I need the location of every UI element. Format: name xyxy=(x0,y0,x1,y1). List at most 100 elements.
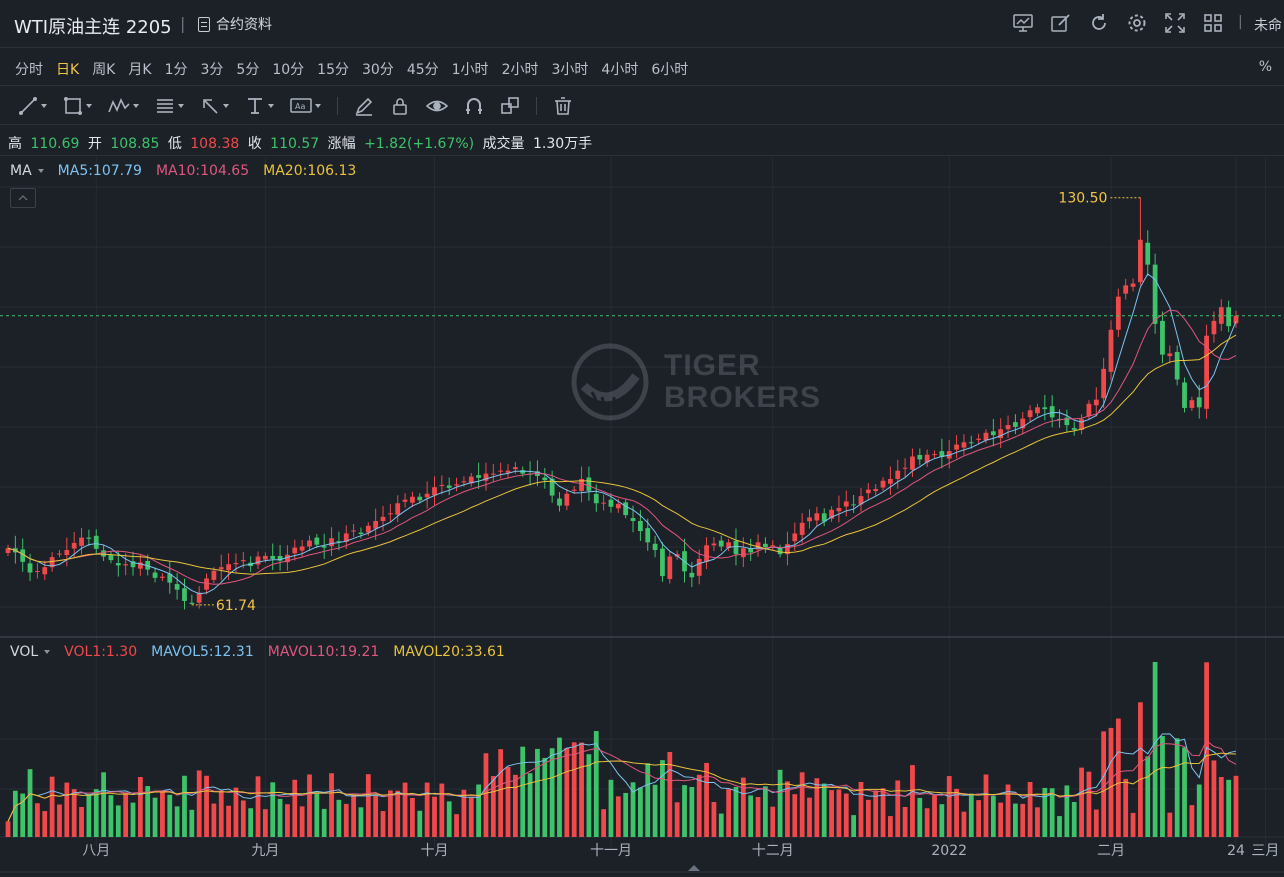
volume-bar xyxy=(1071,802,1077,837)
candle-body xyxy=(1013,422,1018,427)
candle-body xyxy=(1138,239,1143,283)
candle-body xyxy=(1086,403,1092,417)
period-tab[interactable]: 10分 xyxy=(272,62,305,78)
volume-bar xyxy=(711,802,717,837)
candle-body xyxy=(704,545,709,562)
candle-body xyxy=(307,540,312,547)
volume-bar xyxy=(932,795,937,837)
line-tool-icon[interactable] xyxy=(18,95,47,117)
eye-icon[interactable] xyxy=(426,95,448,117)
volume-bar xyxy=(211,803,217,837)
edit-icon[interactable] xyxy=(1050,12,1072,34)
period-tab[interactable]: 1小时 xyxy=(451,62,489,78)
vol-indicator-selector[interactable]: VOL xyxy=(10,644,51,660)
layout-name[interactable]: 未命 xyxy=(1254,18,1282,34)
period-tab[interactable]: 3分 xyxy=(200,62,224,78)
candle-body xyxy=(586,477,592,491)
candle-body xyxy=(1049,406,1055,418)
period-tab[interactable]: 周K xyxy=(92,62,116,78)
volume-bar xyxy=(446,801,452,837)
text-tool-icon[interactable] xyxy=(245,95,274,117)
volume-bar xyxy=(490,776,496,837)
fullscreen-icon[interactable] xyxy=(1164,12,1186,34)
candle-body xyxy=(807,517,812,522)
volume-bar xyxy=(1226,779,1232,837)
collapse-button[interactable] xyxy=(10,188,36,208)
candle-body xyxy=(814,513,820,521)
candle-body xyxy=(902,467,908,469)
candle-body xyxy=(35,571,40,573)
copy-icon[interactable] xyxy=(500,95,520,117)
candle-body xyxy=(299,546,305,551)
ma20-value: MA20:106.13 xyxy=(263,163,357,179)
volume-bar xyxy=(652,784,658,837)
candle-body xyxy=(49,557,55,568)
volume-bar xyxy=(292,779,298,837)
pen-icon[interactable] xyxy=(354,95,374,117)
lock-icon[interactable] xyxy=(390,95,410,117)
refresh-icon[interactable] xyxy=(1088,12,1110,34)
candle-body xyxy=(571,489,577,491)
volume-bar xyxy=(623,792,629,837)
settings-icon[interactable] xyxy=(1126,12,1148,34)
volume-bar xyxy=(792,794,798,837)
period-tab[interactable]: 2小时 xyxy=(501,62,539,78)
volume-bar xyxy=(917,797,923,837)
title-right-separator: | xyxy=(1238,14,1243,30)
candle-body xyxy=(593,493,599,504)
candle-body xyxy=(240,560,246,562)
period-tab[interactable]: 45分 xyxy=(406,62,439,78)
volume-bar xyxy=(248,808,254,837)
candle-body xyxy=(733,540,739,555)
trash-icon[interactable] xyxy=(553,95,573,117)
chart-area[interactable]: 130.50 61.74 八月 九月 十月 十一月 十二月 2022 二月 三月 24 TIGER … xyxy=(0,157,1284,877)
period-tab[interactable]: 15分 xyxy=(317,62,349,78)
volume-bar xyxy=(314,792,320,837)
chart-icon[interactable] xyxy=(1012,12,1034,34)
candle-body xyxy=(1160,320,1165,355)
contract-info-button[interactable]: 合约资料 xyxy=(198,14,272,34)
grid-icon[interactable] xyxy=(1202,12,1224,34)
candle-body xyxy=(792,533,798,542)
contract-info-label: 合约资料 xyxy=(216,17,272,33)
candle-body xyxy=(829,509,834,519)
candle-body xyxy=(167,573,173,583)
candle-body xyxy=(888,478,893,484)
ma-legend: MA MA5:107.79 MA10:104.65 MA20:106.13 xyxy=(10,163,356,179)
rect-tool-icon[interactable] xyxy=(63,95,92,117)
kline-chart[interactable]: 130.50 61.74 八月 九月 十月 十一月 十二月 2022 二月 三月 24 xyxy=(0,157,1284,877)
period-tab[interactable]: 3小时 xyxy=(551,62,589,78)
magnet-icon[interactable] xyxy=(464,95,484,117)
period-tab[interactable]: 6小时 xyxy=(651,62,689,78)
period-tab[interactable]: 月K xyxy=(128,62,152,78)
volume-bar xyxy=(1123,778,1129,837)
fib-tool-icon[interactable] xyxy=(155,95,184,117)
candle-body xyxy=(1093,399,1099,406)
volume-bar xyxy=(1152,662,1158,837)
label-tool-icon[interactable]: Aa xyxy=(290,95,321,117)
volume-bar xyxy=(35,803,40,837)
volume-bar xyxy=(5,821,11,837)
ma10-line xyxy=(7,309,1237,585)
wave-tool-icon[interactable] xyxy=(108,95,139,117)
candle-body xyxy=(637,521,643,532)
low-value: 108.38 xyxy=(190,136,240,152)
candle-body xyxy=(564,493,570,506)
period-tab[interactable]: 分时 xyxy=(15,62,43,78)
percent-toggle[interactable]: % xyxy=(1258,59,1272,75)
volume-bar xyxy=(1064,785,1070,837)
period-tab[interactable]: 4小时 xyxy=(601,62,639,78)
ma-indicator-selector[interactable]: MA xyxy=(10,163,44,179)
candle-body xyxy=(64,550,70,556)
candle-body xyxy=(1174,351,1180,380)
high-label: 高 xyxy=(8,136,22,152)
candle-body xyxy=(483,473,489,481)
period-tab[interactable]: 5分 xyxy=(236,62,260,78)
period-tab[interactable]: 1分 xyxy=(164,62,188,78)
period-tab[interactable]: 30分 xyxy=(361,62,394,78)
candle-body xyxy=(1071,428,1077,430)
arrow-tool-icon[interactable] xyxy=(200,95,229,117)
volume-bar xyxy=(873,790,879,837)
candle-body xyxy=(196,592,202,603)
period-tab[interactable]: 日K xyxy=(56,62,80,78)
